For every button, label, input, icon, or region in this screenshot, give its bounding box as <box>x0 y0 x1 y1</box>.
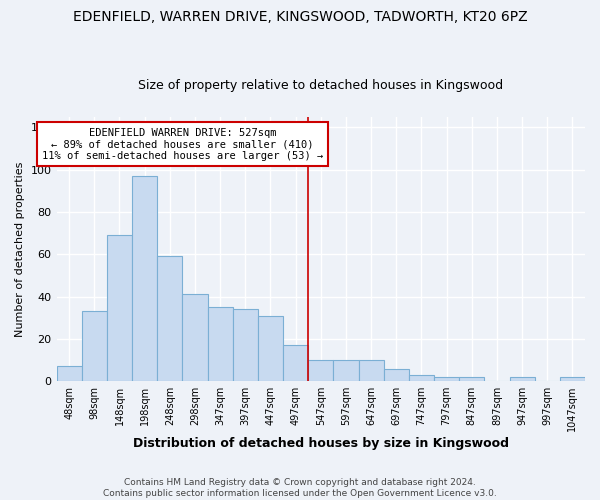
Text: EDENFIELD, WARREN DRIVE, KINGSWOOD, TADWORTH, KT20 6PZ: EDENFIELD, WARREN DRIVE, KINGSWOOD, TADW… <box>73 10 527 24</box>
Bar <box>233 310 258 381</box>
Bar <box>383 368 409 381</box>
Title: Size of property relative to detached houses in Kingswood: Size of property relative to detached ho… <box>138 79 503 92</box>
Text: Contains HM Land Registry data © Crown copyright and database right 2024.
Contai: Contains HM Land Registry data © Crown c… <box>103 478 497 498</box>
X-axis label: Distribution of detached houses by size in Kingswood: Distribution of detached houses by size … <box>133 437 509 450</box>
Bar <box>359 360 383 381</box>
Bar <box>182 294 208 381</box>
Bar <box>283 345 308 381</box>
Bar <box>308 360 334 381</box>
Bar <box>157 256 182 381</box>
Bar <box>409 375 434 381</box>
Bar <box>56 366 82 381</box>
Text: EDENFIELD WARREN DRIVE: 527sqm
← 89% of detached houses are smaller (410)
11% of: EDENFIELD WARREN DRIVE: 527sqm ← 89% of … <box>42 128 323 161</box>
Y-axis label: Number of detached properties: Number of detached properties <box>15 162 25 336</box>
Bar <box>132 176 157 381</box>
Bar <box>82 312 107 381</box>
Bar <box>107 235 132 381</box>
Bar <box>334 360 359 381</box>
Bar <box>208 307 233 381</box>
Bar <box>459 377 484 381</box>
Bar <box>560 377 585 381</box>
Bar <box>434 377 459 381</box>
Bar <box>258 316 283 381</box>
Bar <box>509 377 535 381</box>
